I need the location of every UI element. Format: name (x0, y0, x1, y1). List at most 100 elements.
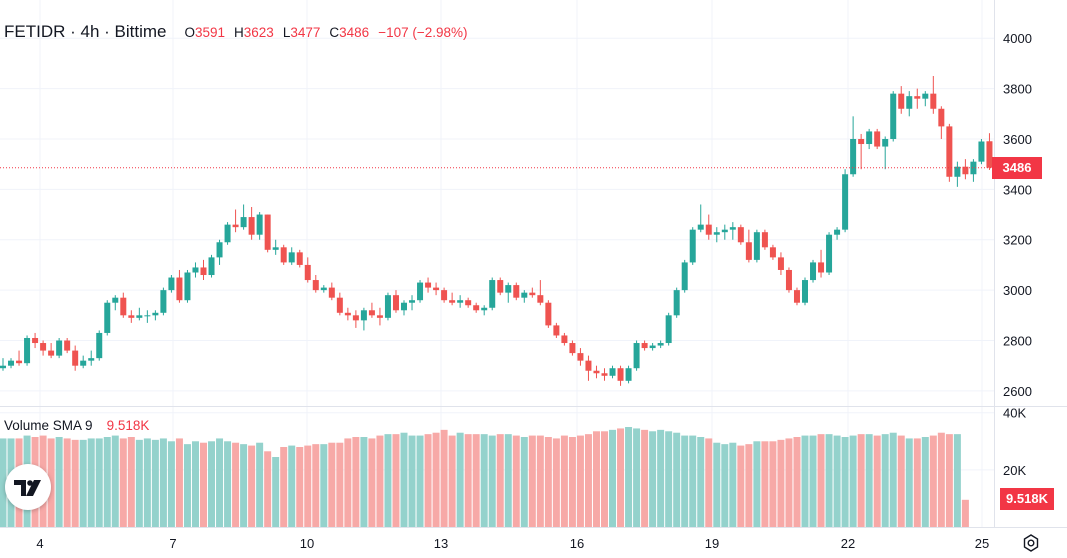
volume-bar (729, 442, 737, 527)
candle-body (513, 285, 520, 298)
candle-body (176, 277, 183, 301)
volume-bar (833, 435, 841, 527)
volume-bar (191, 441, 199, 527)
volume-bar (368, 438, 376, 527)
volume-bar (633, 428, 641, 527)
time-tick-label: 25 (975, 536, 989, 551)
candle-body (697, 224, 704, 230)
volume-bar (841, 437, 849, 527)
volume-bar (793, 437, 801, 527)
volume-bar (304, 445, 312, 527)
volume-bar (208, 441, 216, 527)
volume-bar (296, 447, 304, 527)
volume-bar (657, 429, 665, 527)
volume-bar (416, 435, 424, 527)
candle-body (296, 252, 303, 265)
candle-body (585, 360, 592, 371)
candle-body (898, 93, 905, 109)
volume-bar (183, 444, 191, 527)
volume-bar (601, 431, 608, 527)
volume-bar (825, 434, 833, 527)
time-tick-label: 7 (169, 536, 176, 551)
candle-body (417, 282, 424, 301)
candle-body (777, 257, 784, 270)
volume-bar (480, 434, 488, 527)
candle-body (930, 93, 937, 109)
volume-bar (961, 499, 969, 527)
volume-bar (55, 437, 63, 527)
candle-body (40, 343, 47, 351)
candle-body (890, 93, 897, 139)
candle-body (802, 280, 808, 303)
low-label: L (282, 24, 291, 40)
candle-body (729, 227, 736, 230)
candle-body (481, 307, 488, 311)
candle-body (721, 229, 728, 233)
candle-body (184, 272, 191, 301)
candle-body (497, 280, 504, 293)
volume-bar (352, 437, 360, 527)
candle-body (818, 262, 825, 273)
settings-icon[interactable] (1021, 533, 1041, 553)
volume-bar (905, 438, 913, 527)
volume-bar (761, 441, 769, 527)
volume-bar (673, 432, 681, 527)
candle-body (521, 292, 528, 298)
candle-body (16, 360, 23, 364)
candle-body (569, 343, 576, 354)
time-tick-label: 22 (841, 536, 855, 551)
volume-bar (937, 432, 945, 527)
volume-bar (560, 435, 568, 527)
volume-bar (216, 438, 224, 527)
volume-bar (312, 444, 320, 527)
candle-body (946, 126, 953, 177)
candle-body (673, 290, 680, 316)
volume-bars (0, 427, 969, 527)
volume-bar (576, 435, 584, 527)
candle-body (312, 280, 319, 291)
candle-body (441, 290, 448, 301)
candle-body (160, 290, 167, 313)
volume-bar (119, 438, 127, 527)
candle-body (112, 297, 119, 303)
open-label: O (184, 24, 195, 40)
candle-body (914, 96, 921, 99)
volume-legend[interactable]: Volume SMA 9 9.518K (4, 418, 149, 433)
volume-bar (617, 428, 625, 527)
candle-body (304, 264, 311, 281)
volume-bar (456, 432, 464, 527)
volume-bar (448, 435, 456, 527)
candle-body (136, 315, 143, 318)
candle-body (352, 315, 359, 321)
candle-body (745, 242, 752, 260)
candle-body (96, 332, 103, 359)
candle-body (938, 108, 945, 127)
price-tick-label: 3600 (1003, 132, 1032, 147)
candle-body (954, 166, 961, 177)
candle-body (208, 257, 215, 276)
candle-body (561, 335, 568, 344)
volume-bar (865, 434, 873, 527)
volume-bar (721, 444, 729, 527)
volume-bar (665, 431, 673, 527)
candle-body (882, 138, 889, 147)
candle-body (457, 300, 464, 303)
symbol-title[interactable]: FETIDR · 4h · Bittime (4, 22, 167, 41)
volume-bar (248, 445, 256, 527)
volume-bar (641, 429, 649, 527)
volume-bar (881, 434, 889, 527)
volume-bar (584, 434, 592, 527)
candle-body (689, 229, 696, 263)
volume-bar (240, 444, 248, 527)
candle-body (192, 267, 199, 273)
tradingview-logo-icon[interactable] (5, 464, 51, 510)
volume-bar (520, 437, 528, 527)
volume-bar (111, 435, 119, 527)
volume-bar (127, 437, 135, 527)
volume-bar (376, 435, 384, 527)
candle-body (866, 131, 873, 145)
volume-bar (360, 437, 368, 527)
candle-body (858, 138, 865, 145)
time-tick-label: 16 (570, 536, 584, 551)
